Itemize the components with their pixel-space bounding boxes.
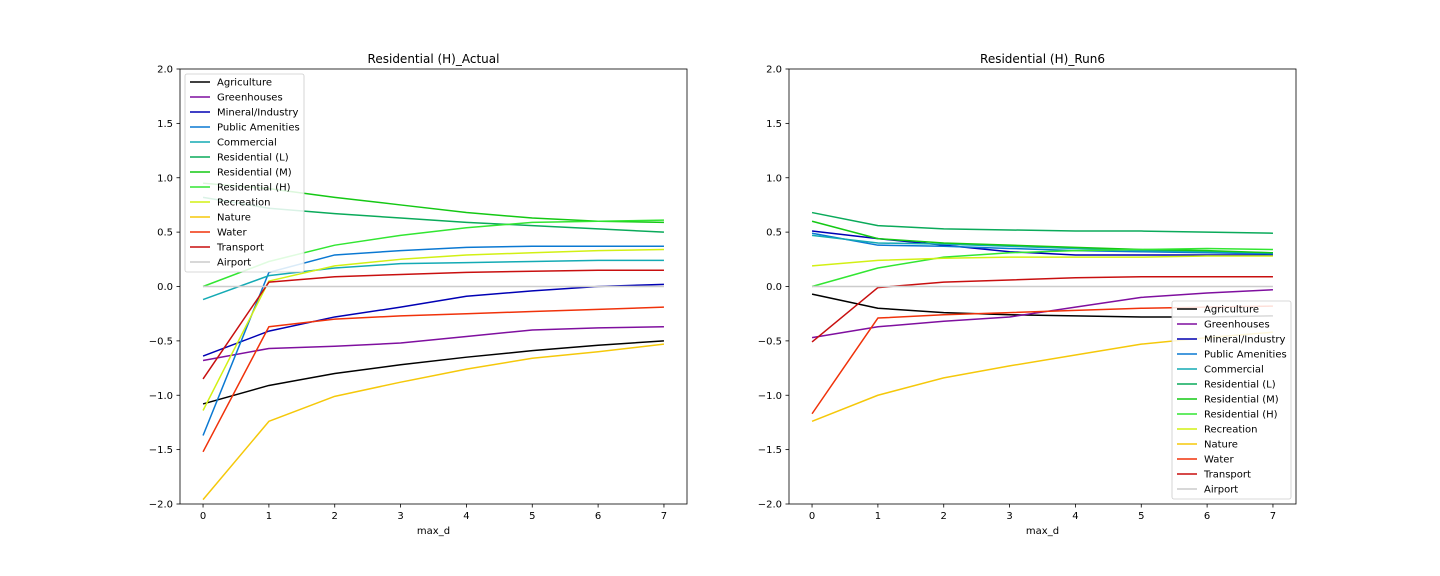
series-line-public-amenities <box>811 232 1273 255</box>
series-line-commercial <box>811 234 1273 254</box>
y-tick-label: 1.5 <box>766 119 782 130</box>
legend-label-commercial: Commercial <box>217 138 277 149</box>
legend-label-transport: Transport <box>1203 470 1251 481</box>
x-tick-label: 6 <box>1204 511 1210 522</box>
legend-label-public-amenities: Public Amenities <box>217 123 300 134</box>
series-line-recreation <box>202 248 664 411</box>
series-line-greenhouses <box>202 325 664 362</box>
series-line-residential-m <box>811 220 1273 254</box>
y-tick-label: 0.0 <box>157 282 173 293</box>
legend-label-recreation: Recreation <box>217 198 270 209</box>
legend-label-residential-l: Residential (L) <box>1204 380 1276 391</box>
y-tick-label: 1.5 <box>157 119 173 130</box>
x-tick-label: 3 <box>1006 511 1012 522</box>
series-line-residential-h <box>811 247 1273 288</box>
y-tick-label: −1.5 <box>149 445 173 456</box>
series-line-nature <box>202 343 665 501</box>
x-axis-label: max_d <box>417 526 450 537</box>
legend-label-transport: Transport <box>216 243 264 254</box>
legend-box <box>1171 300 1292 500</box>
x-tick-label: 1 <box>266 511 272 522</box>
chart-residential-h-actual: Residential (H)_Actual 0 1 2 3 4 5 6 7 −2.0 −1.5 −1… <box>149 52 688 537</box>
y-tick-label: 1.0 <box>157 173 173 184</box>
legend-label-agriculture: Agriculture <box>1204 305 1259 316</box>
legend-label-nature: Nature <box>217 213 251 224</box>
x-axis-label: max_d <box>1026 526 1059 537</box>
series-line-residential-l <box>811 211 1273 234</box>
y-tick-label: −0.5 <box>758 336 782 347</box>
x-tick-label: 4 <box>463 511 469 522</box>
y-tick-label: 1.0 <box>766 173 782 184</box>
y-tick-label: 0.5 <box>766 228 782 239</box>
x-tick-label: 3 <box>397 511 403 522</box>
legend-label-residential-l: Residential (L) <box>217 153 289 164</box>
legend-box <box>184 73 305 273</box>
x-tick-label: 5 <box>529 511 535 522</box>
chart-residential-h-run6: Residential (H)_Run6 0 1 2 3 4 5 6 7 −2.0 −1.5 −1.0… <box>758 52 1297 537</box>
series-line-commercial <box>202 259 664 301</box>
legend: Agriculture Greenhouses Mineral/Industry Pu… <box>1171 300 1292 500</box>
x-tick-label: 4 <box>1072 511 1078 522</box>
x-tick-label: 2 <box>941 511 947 522</box>
x-tick-label: 0 <box>809 511 815 522</box>
legend-label-residential-m: Residential (M) <box>217 168 292 179</box>
legend-label-commercial: Commercial <box>1204 365 1264 376</box>
x-tick-label: 5 <box>1138 511 1144 522</box>
chart-title: Residential (H)_Actual <box>368 52 500 66</box>
series-line-recreation <box>811 255 1273 267</box>
y-tick-label: −1.0 <box>758 391 782 402</box>
legend-label-nature: Nature <box>1204 440 1238 451</box>
x-tick-label: 7 <box>1270 511 1276 522</box>
legend-label-airport: Airport <box>217 258 251 269</box>
legend-label-residential-h: Residential (H) <box>1204 410 1278 421</box>
y-tick-label: −0.5 <box>149 336 173 347</box>
legend-label-agriculture: Agriculture <box>217 78 272 89</box>
x-tick-label: 0 <box>200 511 206 522</box>
legend-label-greenhouses: Greenhouses <box>217 93 283 104</box>
x-tick-label: 7 <box>661 511 667 522</box>
legend-label-water: Water <box>217 228 247 239</box>
chart-title: Residential (H)_Run6 <box>980 52 1105 66</box>
legend-label-airport: Airport <box>1204 485 1238 496</box>
y-tick-label: 0.0 <box>766 282 782 293</box>
series-line-transport <box>202 269 664 380</box>
x-tick-label: 6 <box>595 511 601 522</box>
legend-label-greenhouses: Greenhouses <box>1204 320 1270 331</box>
y-tick-label: −1.0 <box>149 391 173 402</box>
legend-label-residential-h: Residential (H) <box>217 183 291 194</box>
legend: Agriculture Greenhouses Mineral/Industry Pu… <box>184 73 305 273</box>
y-tick-label: 2.0 <box>766 65 782 76</box>
legend-label-recreation: Recreation <box>1204 425 1257 436</box>
legend-label-public-amenities: Public Amenities <box>1204 350 1287 361</box>
series-line-water <box>202 306 664 453</box>
y-tick-label: −2.0 <box>758 500 782 511</box>
y-tick-label: −1.5 <box>758 445 782 456</box>
legend-label-water: Water <box>1204 455 1234 466</box>
y-tick-label: 0.5 <box>157 228 173 239</box>
x-tick-label: 1 <box>875 511 881 522</box>
y-tick-label: −2.0 <box>149 500 173 511</box>
series-line-agriculture <box>202 340 664 405</box>
y-tick-label: 2.0 <box>157 65 173 76</box>
legend-label-mineral-industry: Mineral/Industry <box>217 108 298 119</box>
x-tick-label: 2 <box>332 511 338 522</box>
legend-label-residential-m: Residential (M) <box>1204 395 1279 406</box>
legend-label-mineral-industry: Mineral/Industry <box>1204 335 1285 346</box>
